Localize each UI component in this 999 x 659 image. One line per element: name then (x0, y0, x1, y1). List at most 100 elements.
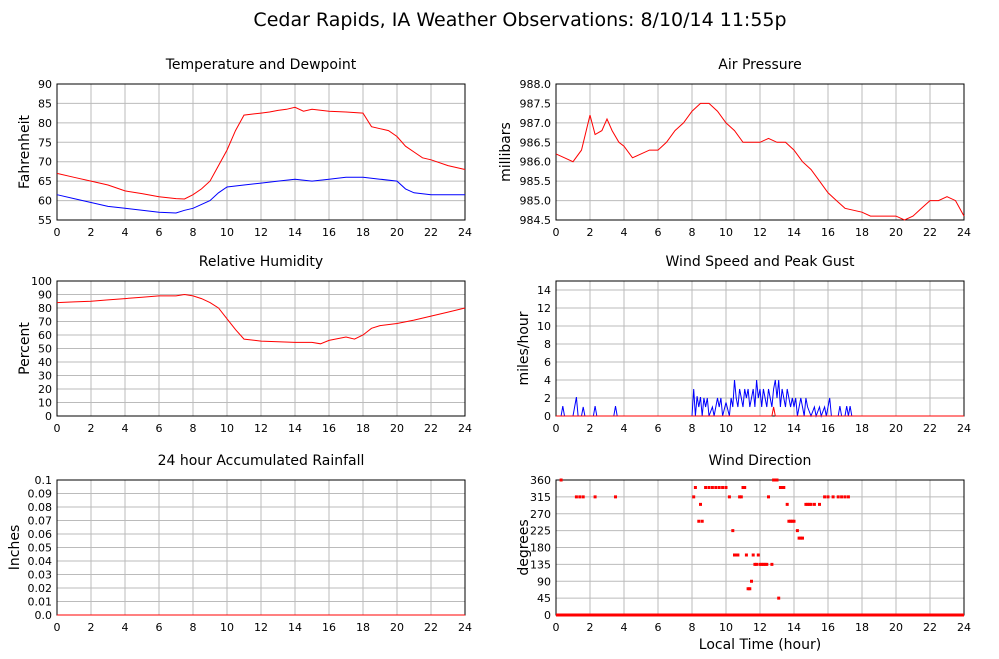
y-tick-label: 90 (537, 575, 551, 588)
y-tick-label: 20 (38, 383, 52, 396)
data-point (840, 495, 844, 499)
x-tick-label: 12 (753, 226, 767, 239)
data-point (812, 502, 816, 506)
y-tick-label: 315 (530, 491, 551, 504)
data-point (741, 486, 745, 489)
data-point (734, 553, 738, 557)
x-tick-label: 22 (923, 422, 937, 435)
data-point (758, 562, 762, 566)
x-tick-label: 18 (855, 621, 869, 634)
y-axis-label: miles/hour (516, 311, 532, 385)
chart-title: 24 hour Accumulated Rainfall (158, 453, 365, 469)
x-tick-label: 12 (753, 621, 767, 634)
series-line (56, 176, 465, 214)
x-tick-label: 24 (458, 422, 472, 435)
y-axis-label: millibars (498, 122, 514, 182)
x-tick-label: 12 (254, 226, 268, 239)
data-point (750, 579, 753, 583)
data-point (699, 502, 702, 506)
y-axis-label: Fahrenheit (17, 114, 33, 189)
x-tick-label: 18 (855, 422, 869, 435)
x-tick-label: 6 (655, 621, 662, 634)
series-line (556, 379, 964, 418)
y-tick-label: 0.0 (35, 609, 53, 622)
data-point (744, 553, 748, 557)
x-tick-label: 14 (787, 621, 801, 634)
page-title: Cedar Rapids, IA Weather Observations: 8… (253, 9, 786, 31)
data-point (772, 478, 776, 482)
x-tick-label: 4 (122, 226, 129, 239)
y-tick-label: 0.08 (28, 501, 53, 514)
data-point (787, 519, 791, 523)
y-tick-label: 986.0 (520, 156, 552, 169)
y-tick-label: 10 (38, 397, 52, 410)
y-tick-label: 0 (45, 410, 52, 423)
chart-title: Wind Direction (709, 453, 812, 469)
x-tick-label: 4 (122, 422, 129, 435)
x-tick-label: 2 (587, 226, 594, 239)
x-tick-label: 24 (957, 621, 971, 634)
data-point (692, 495, 696, 499)
data-point (778, 486, 782, 489)
data-point (721, 486, 725, 489)
data-point (775, 478, 779, 482)
x-tick-label: 4 (621, 422, 628, 435)
data-point (780, 486, 784, 489)
x-tick-label: 8 (689, 422, 696, 435)
x-tick-label: 18 (855, 226, 869, 239)
x-tick-label: 24 (957, 422, 971, 435)
x-tick-label: 8 (190, 422, 197, 435)
y-axis-label: Percent (17, 322, 33, 375)
data-point (799, 536, 803, 540)
y-tick-label: 85 (38, 97, 52, 110)
series-line (555, 102, 965, 221)
data-point (714, 486, 718, 489)
x-tick-label: 0 (553, 422, 560, 435)
x-tick-label: 8 (190, 621, 197, 634)
y-tick-label: 988.0 (520, 78, 552, 91)
data-point (804, 502, 808, 506)
data-point (789, 519, 793, 523)
x-tick-label: 6 (655, 226, 662, 239)
x-tick-label: 0 (553, 226, 560, 239)
x-tick-label: 10 (220, 226, 234, 239)
series-line (56, 106, 466, 200)
data-point (559, 478, 563, 482)
y-tick-label: 70 (38, 316, 52, 329)
data-point (717, 486, 721, 489)
x-tick-label: 16 (821, 226, 835, 239)
x-tick-label: 6 (655, 422, 662, 435)
x-tick-label: 0 (54, 621, 61, 634)
y-tick-label: 135 (530, 558, 551, 571)
x-tick-label: 10 (220, 621, 234, 634)
chart-title: Temperature and Dewpoint (165, 57, 357, 73)
data-point (767, 495, 770, 499)
x-tick-label: 12 (254, 422, 268, 435)
x-tick-label: 12 (254, 621, 268, 634)
data-point (693, 486, 697, 489)
y-tick-label: 90 (38, 289, 52, 302)
y-tick-label: 100 (31, 275, 52, 288)
y-tick-label: 4 (544, 374, 551, 387)
y-tick-label: 80 (38, 302, 52, 315)
x-tick-label: 22 (424, 422, 438, 435)
data-point (792, 519, 796, 523)
data-point (846, 495, 850, 499)
data-point (782, 486, 786, 489)
data-point (746, 587, 750, 591)
y-tick-label: 14 (537, 284, 551, 297)
data-point (614, 495, 617, 499)
x-tick-label: 6 (156, 621, 163, 634)
data-point (831, 495, 835, 499)
y-tick-label: 10 (537, 320, 551, 333)
x-tick-label: 20 (889, 621, 903, 634)
data-point (755, 562, 759, 566)
data-point (753, 562, 757, 566)
data-point (823, 495, 827, 499)
x-tick-label: 20 (889, 226, 903, 239)
